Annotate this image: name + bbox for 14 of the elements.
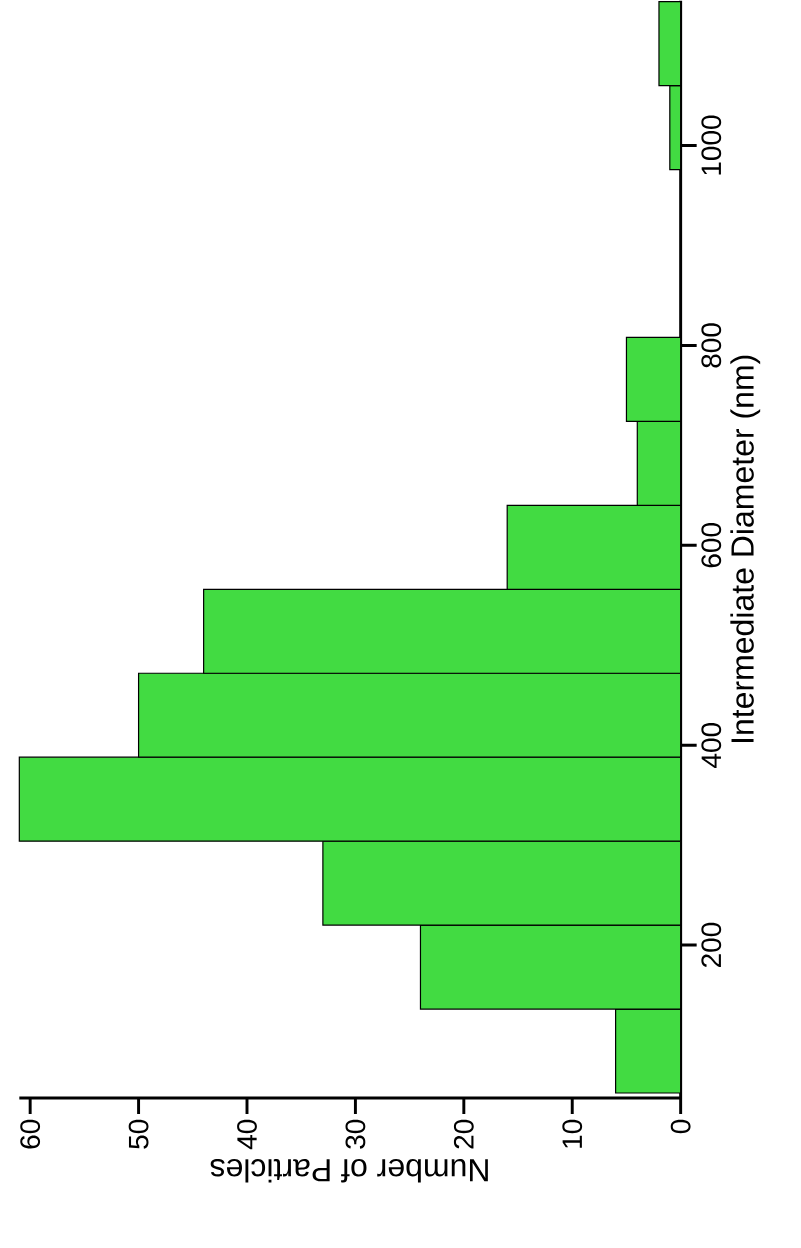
x-tick-label: 30 (345, 1119, 366, 1149)
y-tick-label: 800 (701, 323, 722, 368)
y-axis-title: Intermediate Diameter (nm) (730, 355, 761, 742)
x-tick-label: 60 (20, 1119, 41, 1149)
x-tick-label: 40 (237, 1119, 257, 1150)
x-tick-label: 10 (562, 1119, 583, 1148)
y-tick-label: 200 (701, 922, 722, 968)
y-tick-label: 1000 (701, 115, 722, 175)
x-tick-label: 20 (453, 1119, 474, 1149)
x-axis-title: Number of Particles (210, 1159, 488, 1183)
y-tick-label: 600 (701, 523, 722, 568)
y-tick-label: 400 (701, 722, 722, 768)
x-tick-label: 50 (128, 1119, 149, 1149)
x-tick-label: 0 (670, 1119, 691, 1134)
